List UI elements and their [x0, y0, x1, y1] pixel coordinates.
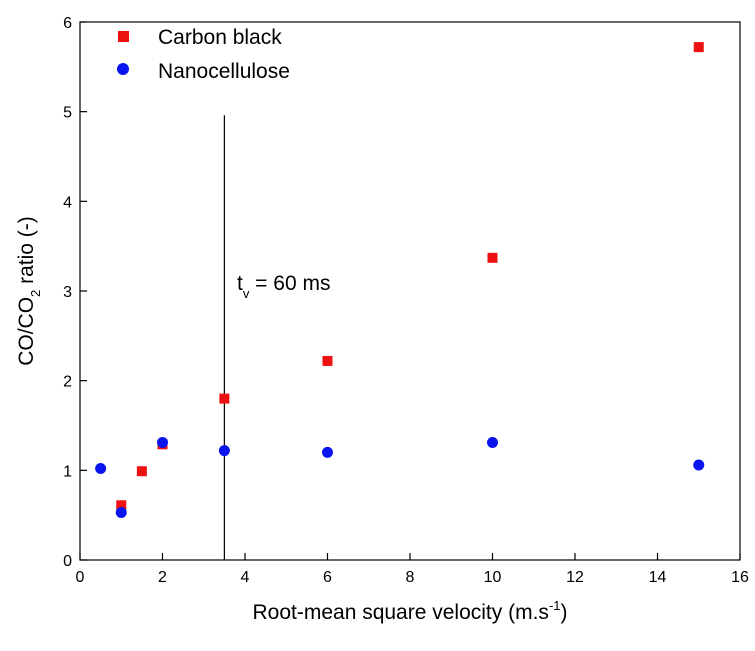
annotation: tv = 60 ms — [223, 115, 330, 560]
data-point-carbon-black — [136, 466, 147, 477]
x-axis-title: Root-mean square velocity (m.s-1) — [252, 598, 567, 624]
x-tick-label: 12 — [566, 569, 584, 586]
legend-label-nanocellulose: Nanocellulose — [158, 60, 290, 83]
y-axis-title: CO/CO2 ratio (-) — [15, 216, 43, 366]
legend-marker-carbon-black — [118, 31, 129, 42]
y-tick-label: 1 — [63, 463, 72, 480]
x-tick-label: 6 — [323, 569, 332, 586]
data-point-nanocellulose — [322, 446, 333, 458]
y-tick-label: 2 — [63, 374, 72, 391]
data-point-carbon-black — [322, 355, 333, 366]
data-point-nanocellulose — [487, 437, 498, 449]
x-tick-label: 14 — [649, 569, 667, 586]
data-point-carbon-black — [219, 393, 230, 404]
plot-frame — [79, 21, 741, 561]
data-point-nanocellulose — [95, 463, 107, 475]
data-point-nanocellulose — [693, 459, 705, 471]
annotation-label: tv = 60 ms — [237, 272, 330, 301]
legend: Carbon black Nanocellulose — [117, 26, 290, 83]
data-point-carbon-black — [116, 500, 127, 511]
legend-marker-nanocellulose — [117, 63, 129, 75]
axes — [79, 21, 741, 561]
x-tick-label: 8 — [406, 569, 415, 586]
x-tick-label: 4 — [241, 569, 250, 586]
y-tick-label: 0 — [63, 553, 72, 570]
y-tick-label: 5 — [63, 105, 72, 122]
data-point-nanocellulose — [157, 437, 168, 449]
data-point-nanocellulose — [218, 445, 230, 457]
y-tick-label: 6 — [63, 15, 72, 32]
y-tick-label: 3 — [63, 284, 72, 301]
x-tick-label: 16 — [731, 569, 749, 586]
legend-label-carbon-black: Carbon black — [158, 26, 282, 49]
x-tick-label: 0 — [76, 569, 85, 586]
data-points — [95, 42, 705, 518]
y-tick-label: 4 — [63, 194, 72, 211]
data-point-carbon-black — [693, 42, 704, 53]
x-tick-label: 10 — [484, 569, 502, 586]
data-point-carbon-black — [487, 252, 498, 263]
x-tick-label: 2 — [158, 569, 167, 586]
data-point-nanocellulose — [115, 506, 127, 518]
